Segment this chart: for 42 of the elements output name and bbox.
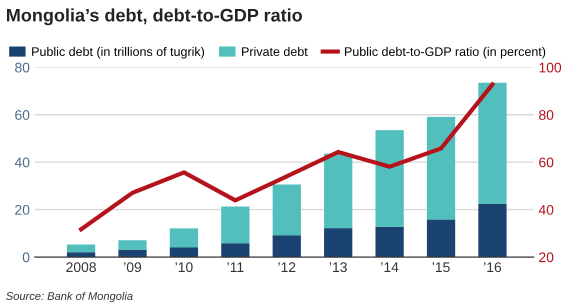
bar — [324, 228, 352, 258]
y-tick-label: 40 — [14, 158, 30, 168]
y2-tick-label: 80 — [539, 110, 554, 120]
bar — [272, 235, 301, 258]
bar — [118, 240, 147, 250]
y2-tick-label: 60 — [539, 158, 554, 168]
x-tick-label: ’09 — [124, 262, 142, 272]
bar — [170, 228, 198, 248]
bar — [375, 130, 404, 227]
bar — [170, 248, 198, 258]
x-tick-label: ’15 — [432, 262, 450, 272]
legend-label: Public debt (in trillions of tugrik) — [32, 46, 204, 59]
bar — [426, 220, 456, 258]
x-tick-label: ’11 — [227, 262, 244, 272]
chart-title: Mongolia’s debt, debt-to-GDP ratio — [7, 8, 302, 26]
legend-label: Public debt-to-GDP ratio (in percent) — [345, 46, 546, 59]
x-tick-label: ’10 — [176, 262, 193, 272]
x-tick-label: ’12 — [278, 262, 296, 272]
bar — [272, 184, 301, 236]
x-tick-label: ’14 — [381, 262, 398, 272]
bar — [426, 116, 456, 220]
y-tick-label: 60 — [15, 110, 30, 120]
legend-label: Private debt — [242, 46, 308, 56]
y2-tick-label: 40 — [538, 204, 554, 215]
y2-tick-label: 100 — [540, 62, 562, 72]
y-tick-label: 0 — [22, 252, 30, 262]
line-series — [78, 82, 495, 232]
bar — [375, 226, 404, 258]
y2-tick-label: 20 — [539, 252, 554, 262]
bar — [221, 243, 250, 258]
bar — [478, 204, 507, 258]
bar — [66, 244, 96, 252]
bar — [478, 82, 507, 204]
x-tick-label: ’13 — [330, 262, 347, 272]
bar — [324, 154, 352, 228]
bar — [221, 206, 250, 244]
x-tick-label: 2008 — [66, 262, 96, 272]
source-note: Source: Bank of Mongolia — [6, 292, 133, 302]
x-tick-label: ’16 — [484, 262, 502, 272]
bar — [118, 250, 147, 258]
y-tick-label: 20 — [15, 204, 30, 215]
y-tick-label: 80 — [15, 62, 30, 72]
